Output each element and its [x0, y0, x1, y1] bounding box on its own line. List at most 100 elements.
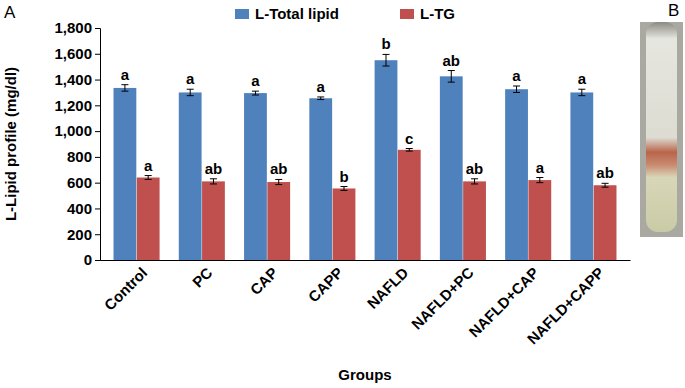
legend-label: L-TG [420, 5, 455, 22]
error-bar [406, 149, 413, 152]
bar [398, 150, 421, 260]
x-tick-label: CAP [247, 264, 281, 298]
x-tick: CAP [247, 260, 281, 298]
x-tick-label: Control [101, 264, 151, 314]
bar [333, 188, 356, 260]
y-axis-line [95, 29, 101, 261]
significance-letter: a [121, 66, 130, 83]
y-tick-mark [95, 183, 100, 184]
y-tick: 1,000 [54, 122, 100, 139]
error-bar [210, 179, 217, 184]
significance-letter: a [144, 157, 153, 174]
y-tick-mark [95, 105, 100, 106]
x-axis: ControlPCCAPCAPPNAFLDNAFLD+PCNAFLD+CAPNA… [101, 260, 631, 347]
significance-letter: ab [443, 52, 461, 69]
bar [244, 93, 267, 260]
bar [570, 92, 593, 260]
legend-swatch [235, 9, 249, 19]
error-bar [317, 97, 324, 100]
y-tick-mark [95, 80, 100, 81]
x-tick-label: NAFLD+CAPP [524, 264, 608, 348]
error-bar [536, 178, 543, 183]
bar [267, 182, 290, 260]
legend-label: L-Total lipid [255, 5, 339, 22]
bar [440, 76, 463, 260]
bar [114, 88, 137, 260]
bar [463, 181, 486, 260]
y-tick-label: 800 [67, 148, 92, 165]
y-tick-label: 400 [67, 200, 92, 217]
legend: L-Total lipid L-TG [235, 5, 455, 22]
y-tick-mark [95, 28, 100, 29]
panel-label: A [4, 3, 16, 22]
error-bar [187, 89, 194, 95]
y-tick: 600 [67, 174, 100, 191]
y-tick-label: 1,400 [54, 71, 92, 88]
x-tick: PC [189, 260, 216, 291]
significance-letter: ab [466, 160, 484, 177]
y-tick-mark [95, 234, 100, 235]
error-bar [513, 86, 520, 92]
y-tick: 200 [67, 226, 100, 243]
series [137, 149, 617, 260]
error-bar [578, 89, 585, 95]
error-bar [275, 179, 282, 184]
significance-letter: a [186, 70, 195, 87]
bar [375, 60, 398, 260]
tube-photo [640, 22, 683, 237]
x-tick: Control [101, 260, 151, 314]
y-tick-label: 0 [84, 251, 92, 268]
x-tick-label: PC [189, 264, 216, 291]
error-bar [383, 54, 390, 66]
significance-letter: a [512, 67, 521, 84]
x-tick: NAFLD+CAPP [524, 260, 608, 347]
bar [202, 181, 225, 260]
bar [309, 98, 332, 260]
tube [646, 22, 677, 232]
legend-swatch [400, 9, 414, 19]
error-bar [448, 71, 455, 83]
photo-background [640, 22, 683, 237]
significance-letter: ab [596, 164, 614, 181]
error-bar [340, 187, 347, 191]
x-tick: NAFLD [364, 260, 412, 312]
significance-letter: c [405, 130, 413, 147]
significance-letter: b [339, 168, 348, 185]
marks [114, 54, 617, 260]
bar [528, 180, 551, 260]
significance-letter: ab [205, 160, 223, 177]
y-axis: 0 200 400 600 800 1,000 1,200 1,400 1,600 1,800 [54, 19, 100, 268]
y-tick: 1,600 [54, 45, 100, 62]
y-tick-mark [95, 260, 100, 261]
bar [505, 89, 528, 260]
y-tick: 0 [84, 251, 100, 268]
plot: 0 200 400 600 800 1,000 1,200 1,400 1,600 1,800 Co… [54, 19, 630, 347]
y-tick: 1,200 [54, 97, 100, 114]
error-bar [602, 183, 609, 187]
bar [137, 178, 160, 260]
y-tick-mark [95, 131, 100, 132]
y-tick: 400 [67, 200, 100, 217]
y-tick-label: 1,200 [54, 97, 92, 114]
y-tick: 1,800 [54, 19, 100, 36]
y-axis-title: L-Lipid profile (mg/dl) [2, 67, 19, 221]
bar [594, 185, 617, 260]
x-tick: NAFLD+PC [408, 260, 477, 333]
y-tick-label: 1,000 [54, 122, 92, 139]
error-bar [121, 85, 128, 91]
bar [179, 92, 202, 260]
y-tick-label: 200 [67, 226, 92, 243]
significance-letter: a [317, 78, 326, 95]
x-axis-title: Groups [338, 366, 391, 383]
error-bar [471, 179, 478, 184]
y-tick-label: 1,800 [54, 19, 92, 36]
marks-inner [114, 54, 617, 260]
x-tick: CAPP [305, 260, 346, 305]
y-tick-mark [95, 157, 100, 158]
y-tick: 800 [67, 148, 100, 165]
y-tick-mark [95, 208, 100, 209]
significance-letter: a [536, 159, 545, 176]
significance-letter: a [251, 72, 260, 89]
panel-label: B [668, 1, 679, 20]
y-tick-mark [95, 54, 100, 55]
